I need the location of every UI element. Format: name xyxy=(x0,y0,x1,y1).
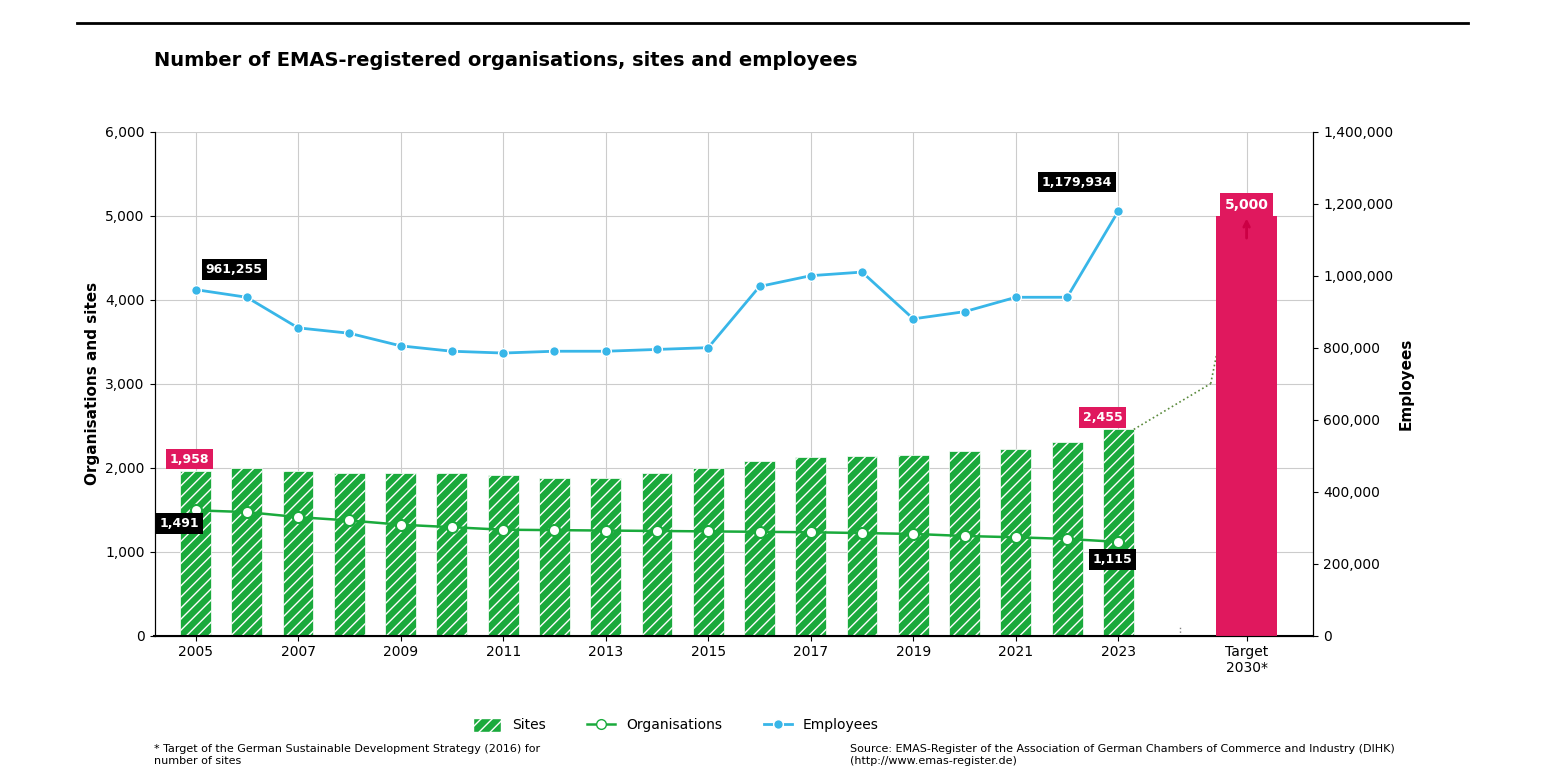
Text: 1,958: 1,958 xyxy=(170,453,210,466)
Employees xyxy=(238,293,256,302)
Bar xyxy=(1216,215,1278,636)
Bar xyxy=(488,475,519,636)
Line: Organisations: Organisations xyxy=(190,505,1123,547)
Organisations xyxy=(647,526,666,536)
Employees xyxy=(442,346,460,356)
Legend: Sites, Organisations, Employees: Sites, Organisations, Employees xyxy=(467,711,885,739)
Organisations xyxy=(391,520,409,529)
Employees xyxy=(955,307,973,316)
Organisations xyxy=(802,528,820,537)
Organisations xyxy=(751,527,769,536)
Bar xyxy=(898,455,929,636)
Bar xyxy=(1103,429,1134,636)
Text: * Target of the German Sustainable Development Strategy (2016) for
number of sit: * Target of the German Sustainable Devel… xyxy=(154,744,541,766)
Organisations xyxy=(340,516,358,525)
Employees xyxy=(1058,293,1077,302)
Bar xyxy=(949,451,980,636)
Organisations xyxy=(289,512,307,522)
Bar xyxy=(847,456,878,636)
Y-axis label: Organisations and sites: Organisations and sites xyxy=(85,282,100,485)
Employees xyxy=(802,271,820,281)
Employees xyxy=(751,282,769,291)
Employees xyxy=(494,349,513,358)
Bar xyxy=(641,474,672,636)
Employees xyxy=(1007,293,1026,302)
Bar xyxy=(796,456,827,636)
Organisations xyxy=(494,525,513,535)
Employees xyxy=(698,343,717,353)
Bar xyxy=(1052,443,1083,636)
Organisations xyxy=(698,527,717,536)
Line: Employees: Employees xyxy=(190,206,1123,358)
Organisations xyxy=(545,525,564,535)
Bar xyxy=(437,473,467,636)
Organisations xyxy=(1007,532,1026,542)
Bar xyxy=(334,473,365,636)
Organisations xyxy=(238,508,256,517)
Bar xyxy=(692,467,723,636)
Bar xyxy=(1001,449,1031,636)
Text: Source: EMAS-Register of the Association of German Chambers of Commerce and Indu: Source: EMAS-Register of the Association… xyxy=(850,744,1395,766)
Text: 5,000: 5,000 xyxy=(1225,198,1268,212)
Employees xyxy=(545,346,564,356)
Y-axis label: Employees: Employees xyxy=(1398,337,1414,430)
Organisations xyxy=(596,526,615,536)
Text: 1,491: 1,491 xyxy=(159,517,199,530)
Text: 2,455: 2,455 xyxy=(1083,411,1122,424)
Bar xyxy=(385,473,416,636)
Bar xyxy=(590,478,621,636)
Text: 1,179,934: 1,179,934 xyxy=(1041,176,1112,189)
Organisations xyxy=(955,532,973,541)
Employees xyxy=(904,314,922,323)
Employees xyxy=(340,329,358,338)
Text: 1,115: 1,115 xyxy=(1092,553,1132,566)
Text: 961,255: 961,255 xyxy=(205,263,263,276)
Employees xyxy=(289,323,307,332)
Bar xyxy=(181,471,212,636)
Organisations xyxy=(187,505,205,515)
Employees xyxy=(187,285,205,294)
Employees xyxy=(1109,206,1128,215)
Employees xyxy=(391,341,409,350)
Organisations xyxy=(442,522,460,532)
Employees xyxy=(596,346,615,356)
Employees xyxy=(647,345,666,354)
Bar xyxy=(283,471,314,636)
Bar xyxy=(745,461,776,636)
Employees xyxy=(853,267,871,277)
Organisations xyxy=(904,529,922,539)
Bar xyxy=(232,468,263,636)
Bar xyxy=(539,478,570,636)
Organisations xyxy=(1058,534,1077,543)
Organisations xyxy=(853,529,871,538)
Text: Number of EMAS-registered organisations, sites and employees: Number of EMAS-registered organisations,… xyxy=(154,50,857,70)
Organisations xyxy=(1109,537,1128,546)
